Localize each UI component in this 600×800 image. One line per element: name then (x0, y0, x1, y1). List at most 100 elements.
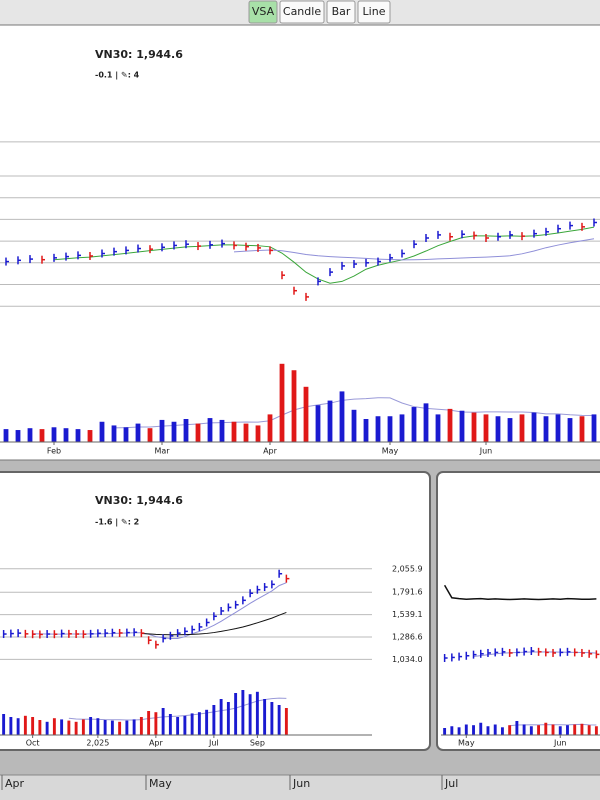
timeline-label: May (149, 777, 172, 790)
moving-average (141, 611, 287, 636)
volume-bar (493, 724, 497, 735)
bottom-right-panel (436, 471, 600, 751)
x-tick-label: May (458, 739, 475, 748)
chart: VN30: 1,944.6 -0.1 | ✎: 4 Feb Mar Apr May Jun (0, 48, 600, 456)
volume-bar (27, 428, 33, 442)
volume-bar (241, 690, 245, 735)
y-tick-label: 2,055.9 (392, 564, 423, 573)
volume-bar (89, 717, 93, 735)
volume-bar (147, 428, 153, 442)
volume-bar (435, 414, 441, 442)
volume-bar (303, 386, 309, 442)
volume-bar (479, 722, 483, 735)
volume-bar (587, 725, 591, 735)
volume-bar (87, 430, 93, 442)
toolbar-button-label[interactable]: VSA (252, 5, 275, 18)
volume-bar (103, 720, 107, 735)
volume-bar (450, 726, 454, 735)
toolbar-button-label[interactable]: Candle (283, 5, 321, 18)
timeline-label: Jul (444, 777, 458, 790)
timeline-label: Apr (5, 777, 25, 790)
moving-average (32, 582, 287, 639)
x-tick-label: Jun (553, 739, 567, 748)
toolbar-button[interactable] (248, 0, 278, 24)
volume-bar (135, 423, 141, 442)
toolbar-button[interactable] (279, 0, 325, 24)
volume-bar (96, 718, 100, 735)
x-tick-label: 2,025 (86, 739, 109, 748)
volume-bar (23, 715, 27, 735)
volume-bar (60, 719, 64, 735)
volume-bar (39, 429, 45, 442)
volume-bar (507, 418, 513, 442)
volume-bar (255, 425, 261, 442)
volume-bar (212, 705, 216, 735)
volume-bar (111, 425, 117, 442)
volume-bar (205, 709, 209, 735)
toolbar-button[interactable] (326, 0, 356, 24)
y-tick-label: 1,791.6 (392, 588, 423, 597)
volume-bar (472, 725, 475, 735)
volume-bar (495, 416, 501, 442)
volume-bar (263, 699, 267, 735)
volume-bar (123, 427, 129, 442)
volume-bar (522, 724, 526, 735)
toolbar-button[interactable] (357, 0, 391, 24)
y-tick-label: 1,539.1 (392, 610, 423, 619)
volume-bar (195, 423, 201, 442)
volume-bar (351, 409, 357, 442)
volume-bar (176, 717, 180, 735)
volume-bar (558, 726, 562, 735)
volume-bar (207, 418, 213, 442)
volume-bar (15, 430, 21, 442)
volume-bar (327, 400, 333, 442)
volume-bar (154, 712, 158, 735)
volume-bar (219, 699, 223, 735)
x-tick-label: Jun (479, 447, 493, 456)
volume-bar (125, 720, 129, 735)
volume-bar (197, 712, 201, 735)
volume-bar (387, 416, 393, 442)
toolbar-button-label[interactable]: Line (363, 5, 386, 18)
y-tick-label: 1,034.0 (392, 655, 423, 664)
volume-bar (423, 403, 429, 442)
volume-bar (16, 718, 20, 735)
moving-average (53, 226, 595, 284)
volume-bar (551, 724, 555, 735)
volume-bar (31, 717, 35, 735)
volume-bar (315, 405, 321, 442)
moving-average (233, 238, 595, 261)
volume-bar (291, 370, 297, 442)
volume-bar (190, 713, 194, 735)
timeline-bg (0, 775, 600, 800)
toolbar-button-label[interactable]: Bar (332, 5, 351, 18)
volume-bar (555, 414, 561, 442)
volume-bar (183, 715, 187, 735)
x-tick-label: Jul (208, 739, 219, 748)
volume-bar (147, 711, 151, 735)
volume-bar (171, 421, 177, 442)
volume-bar (219, 419, 225, 442)
top-panel (0, 24, 600, 461)
volume-bar (500, 727, 504, 735)
indicator-line (443, 584, 597, 601)
volume-bar (81, 719, 85, 735)
volume-bar (168, 714, 172, 735)
volume-bar (544, 722, 548, 735)
volume-bar (255, 691, 259, 735)
volume-bar (38, 720, 42, 735)
y-tick-label: 1,286.6 (392, 632, 423, 641)
bottom-left-panel (0, 471, 431, 751)
toolbar: VSA Candle Bar Line (248, 0, 391, 24)
volume-bar (118, 721, 122, 735)
volume-bar (161, 708, 165, 735)
chart-subtitle: -0.1 | ✎: 4 (95, 71, 140, 80)
volume-bar (339, 391, 345, 442)
volume-bar (2, 714, 6, 735)
volume-bar (226, 702, 230, 735)
volume-bar (284, 708, 288, 735)
volume-bar (277, 705, 281, 735)
volume-bar (279, 363, 285, 442)
chart-title: VN30: 1,944.6 (95, 48, 183, 61)
